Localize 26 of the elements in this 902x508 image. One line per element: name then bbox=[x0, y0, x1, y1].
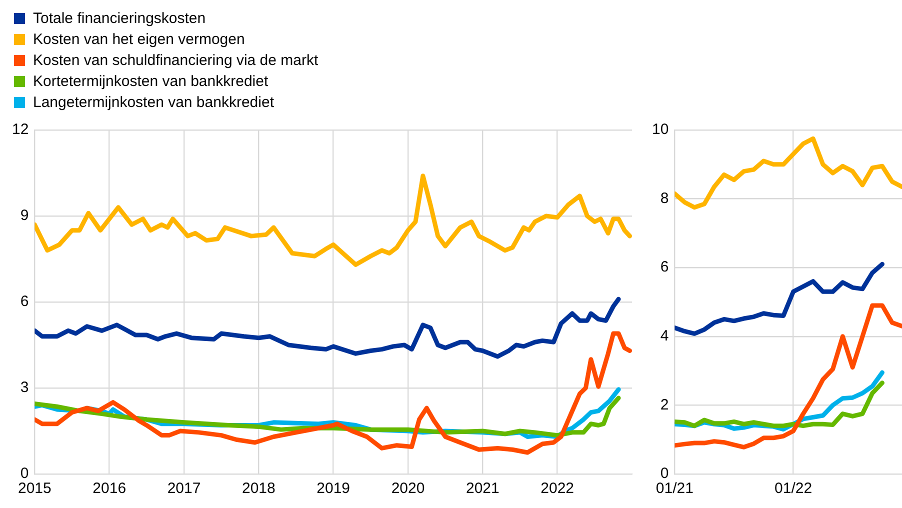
x-tick-label: 2022 bbox=[540, 480, 574, 498]
y-tick-label: 12 bbox=[12, 121, 29, 138]
legend-label: Kosten van het eigen vermogen bbox=[33, 31, 245, 48]
y-tick-label: 0 bbox=[660, 465, 669, 482]
y-tick-label: 8 bbox=[660, 190, 669, 207]
x-tick-label: 2020 bbox=[391, 480, 425, 498]
x-tick-label: 01/22 bbox=[774, 480, 812, 498]
y-tick-label: 6 bbox=[20, 293, 29, 310]
x-tick-label: 2018 bbox=[242, 480, 276, 498]
y-tick-label: 0 bbox=[20, 465, 29, 482]
y-tick-label: 4 bbox=[660, 328, 669, 345]
y-tick-label: 9 bbox=[20, 207, 29, 224]
y-tick-label: 10 bbox=[652, 121, 669, 138]
x-tick-label: 2016 bbox=[92, 480, 126, 498]
x-tick-label: 2021 bbox=[466, 480, 500, 498]
legend-label: Totale financieringskosten bbox=[33, 10, 206, 27]
x-tick-label: 2019 bbox=[316, 480, 350, 498]
y-tick-label: 3 bbox=[20, 379, 29, 396]
legend-label: Langetermijnkosten van bankkrediet bbox=[33, 94, 274, 111]
x-tick-label: 2017 bbox=[167, 480, 201, 498]
legend-label: Kosten van schuldfinanciering via de markt bbox=[33, 52, 318, 69]
legend-label: Kortetermijnkosten van bankkrediet bbox=[33, 73, 268, 90]
y-tick-label: 2 bbox=[660, 396, 669, 414]
x-tick-label: 01/21 bbox=[656, 480, 694, 498]
x-tick-label: 2015 bbox=[18, 480, 52, 498]
y-tick-label: 6 bbox=[660, 258, 669, 276]
